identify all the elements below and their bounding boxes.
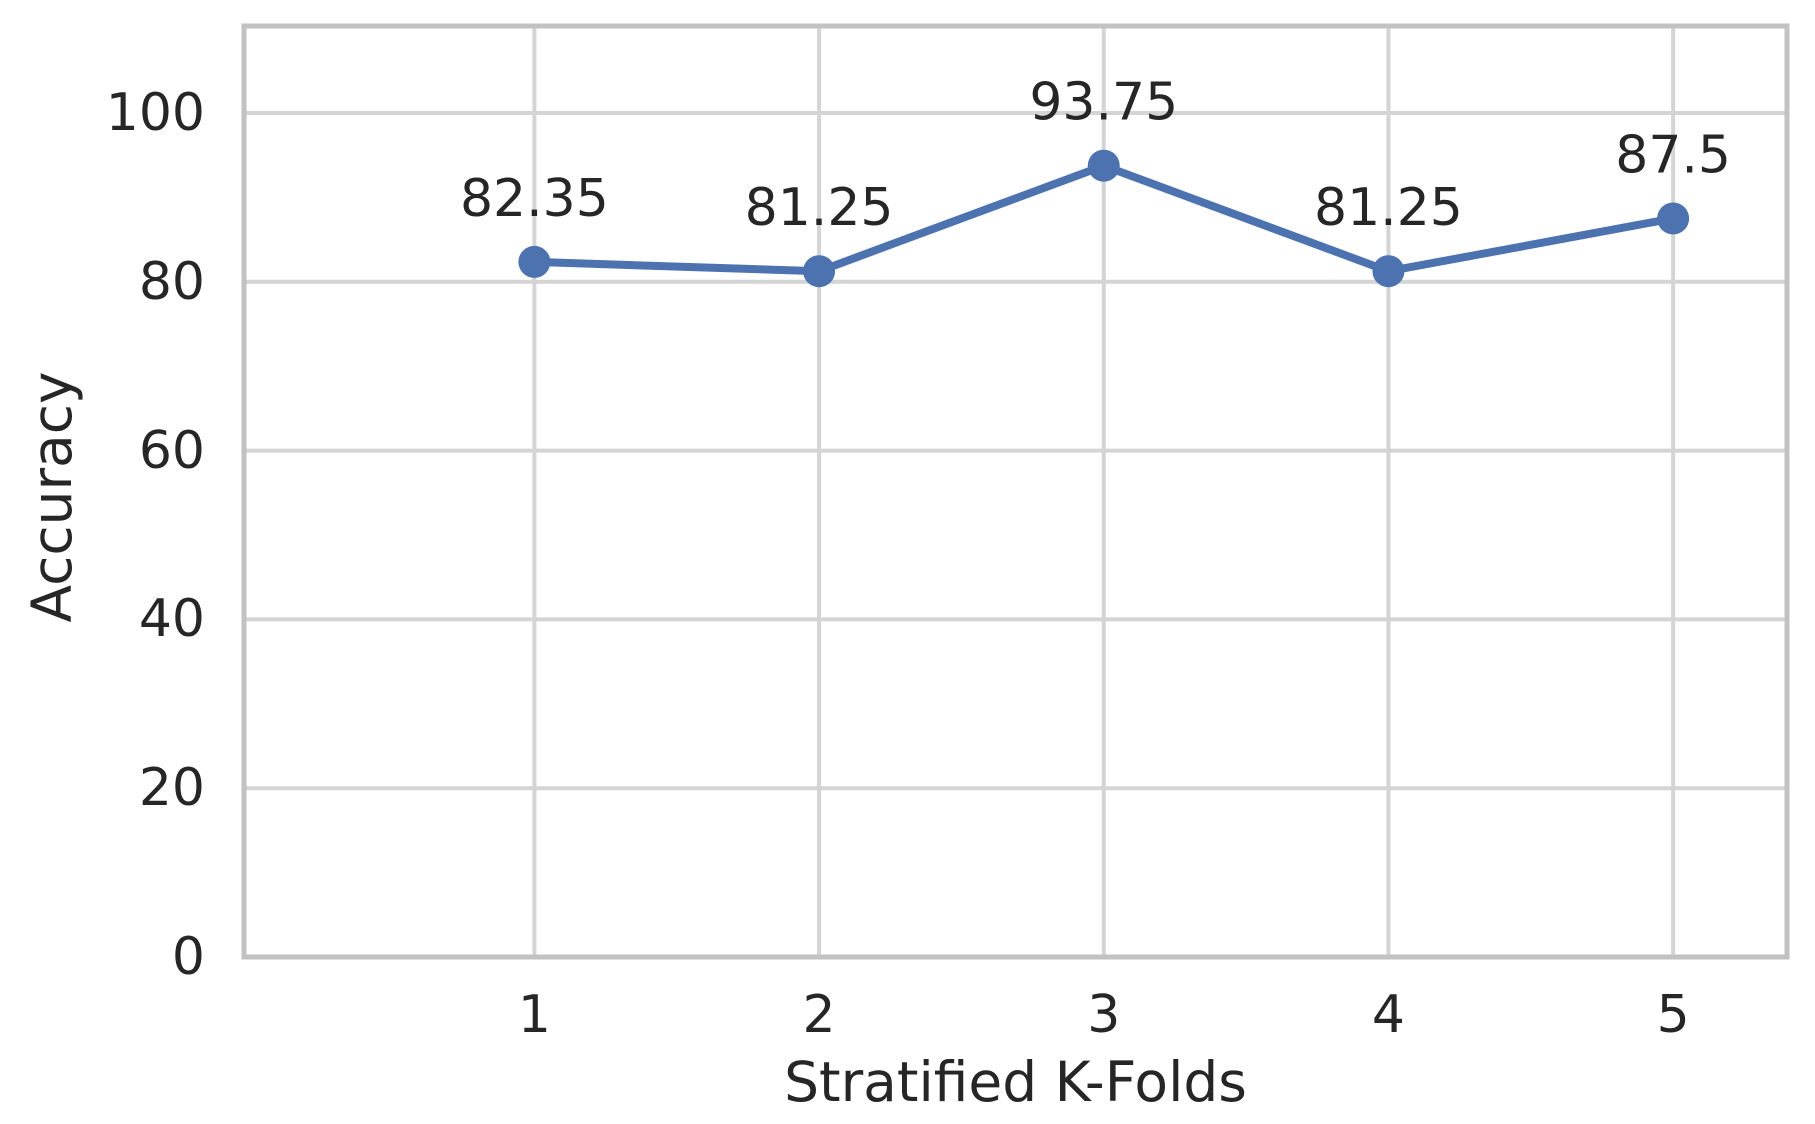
y-tick-label: 80 [138, 251, 205, 312]
plot-border [241, 23, 1790, 960]
y-tick-label: 0 [171, 927, 205, 987]
x-tick-label: 2 [802, 985, 836, 1045]
y-tick-label: 20 [138, 758, 205, 819]
x-tick-label: 5 [1656, 985, 1690, 1045]
data-point-label: 87.5 [1615, 125, 1731, 185]
x-axis-title: Stratified K-Folds [784, 1050, 1247, 1114]
x-tick-label: 1 [517, 985, 551, 1045]
y-tick-label: 100 [105, 82, 205, 143]
data-point-marker [1087, 149, 1120, 182]
data-point-label: 81.25 [745, 178, 894, 238]
y-axis-title: Accuracy [19, 370, 84, 623]
data-point-label: 82.35 [460, 169, 609, 229]
data-point-label: 93.75 [1029, 73, 1178, 133]
y-tick-label: 60 [138, 420, 205, 481]
data-point-marker [803, 255, 836, 288]
x-tick-label: 3 [1087, 985, 1121, 1045]
plot-area: 82.35 81.25 93.75 81.25 87.5 [241, 23, 1790, 960]
chart-canvas: 82.35 81.25 93.75 81.25 87.5 [241, 23, 1790, 960]
y-tick-label: 40 [138, 589, 205, 650]
data-point-marker [1372, 255, 1405, 288]
data-point-marker [518, 245, 551, 278]
data-point-marker [1657, 202, 1690, 235]
x-tick-label: 4 [1371, 985, 1405, 1045]
data-point-label: 81.25 [1314, 178, 1463, 238]
